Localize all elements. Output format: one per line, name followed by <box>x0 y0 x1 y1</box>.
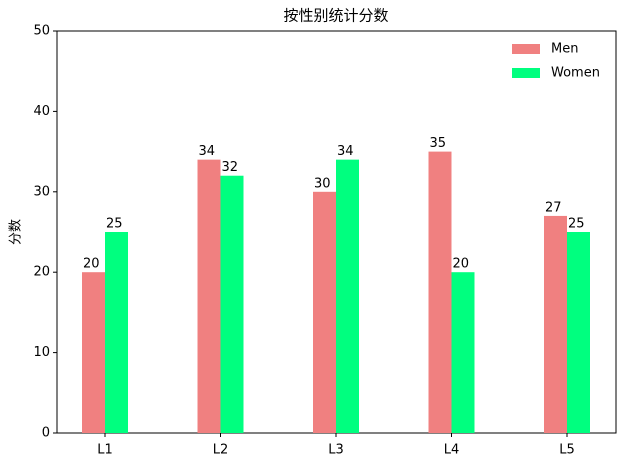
bar <box>567 232 590 433</box>
x-tick-label: L2 <box>213 443 229 458</box>
value-label: 25 <box>568 217 585 232</box>
value-label: 20 <box>453 257 470 272</box>
y-axis-label: 分数 <box>9 219 24 245</box>
x-tick-label: L5 <box>559 443 575 458</box>
value-label: 35 <box>430 136 447 151</box>
value-label: 32 <box>222 160 239 175</box>
value-label: 25 <box>106 217 123 232</box>
x-tick-label: L3 <box>328 443 344 458</box>
value-label: 20 <box>83 257 100 272</box>
bar <box>197 159 221 433</box>
y-tick-label: 0 <box>42 426 50 441</box>
y-tick-label: 10 <box>33 345 50 360</box>
value-label: 34 <box>199 144 216 159</box>
y-tick-label: 40 <box>33 104 50 119</box>
bar <box>544 215 567 433</box>
legend-label: Men <box>551 42 578 57</box>
y-tick-label: 20 <box>33 265 50 280</box>
bar <box>105 232 128 433</box>
bar <box>220 175 244 433</box>
value-label: 30 <box>314 176 331 191</box>
legend-label: Women <box>551 66 600 81</box>
value-label: 27 <box>545 200 562 215</box>
y-tick-label: 50 <box>33 24 50 39</box>
bar <box>451 272 475 433</box>
y-tick-label: 30 <box>33 184 50 199</box>
chart-title: 按性别统计分数 <box>283 7 388 25</box>
x-tick-label: L1 <box>97 443 113 458</box>
value-label: 34 <box>337 144 354 159</box>
legend-swatch <box>512 68 540 78</box>
bar <box>428 151 452 433</box>
bar <box>82 272 105 433</box>
bar <box>336 159 359 433</box>
legend-swatch <box>512 44 540 54</box>
x-tick-label: L4 <box>444 443 460 458</box>
bar <box>313 191 336 433</box>
